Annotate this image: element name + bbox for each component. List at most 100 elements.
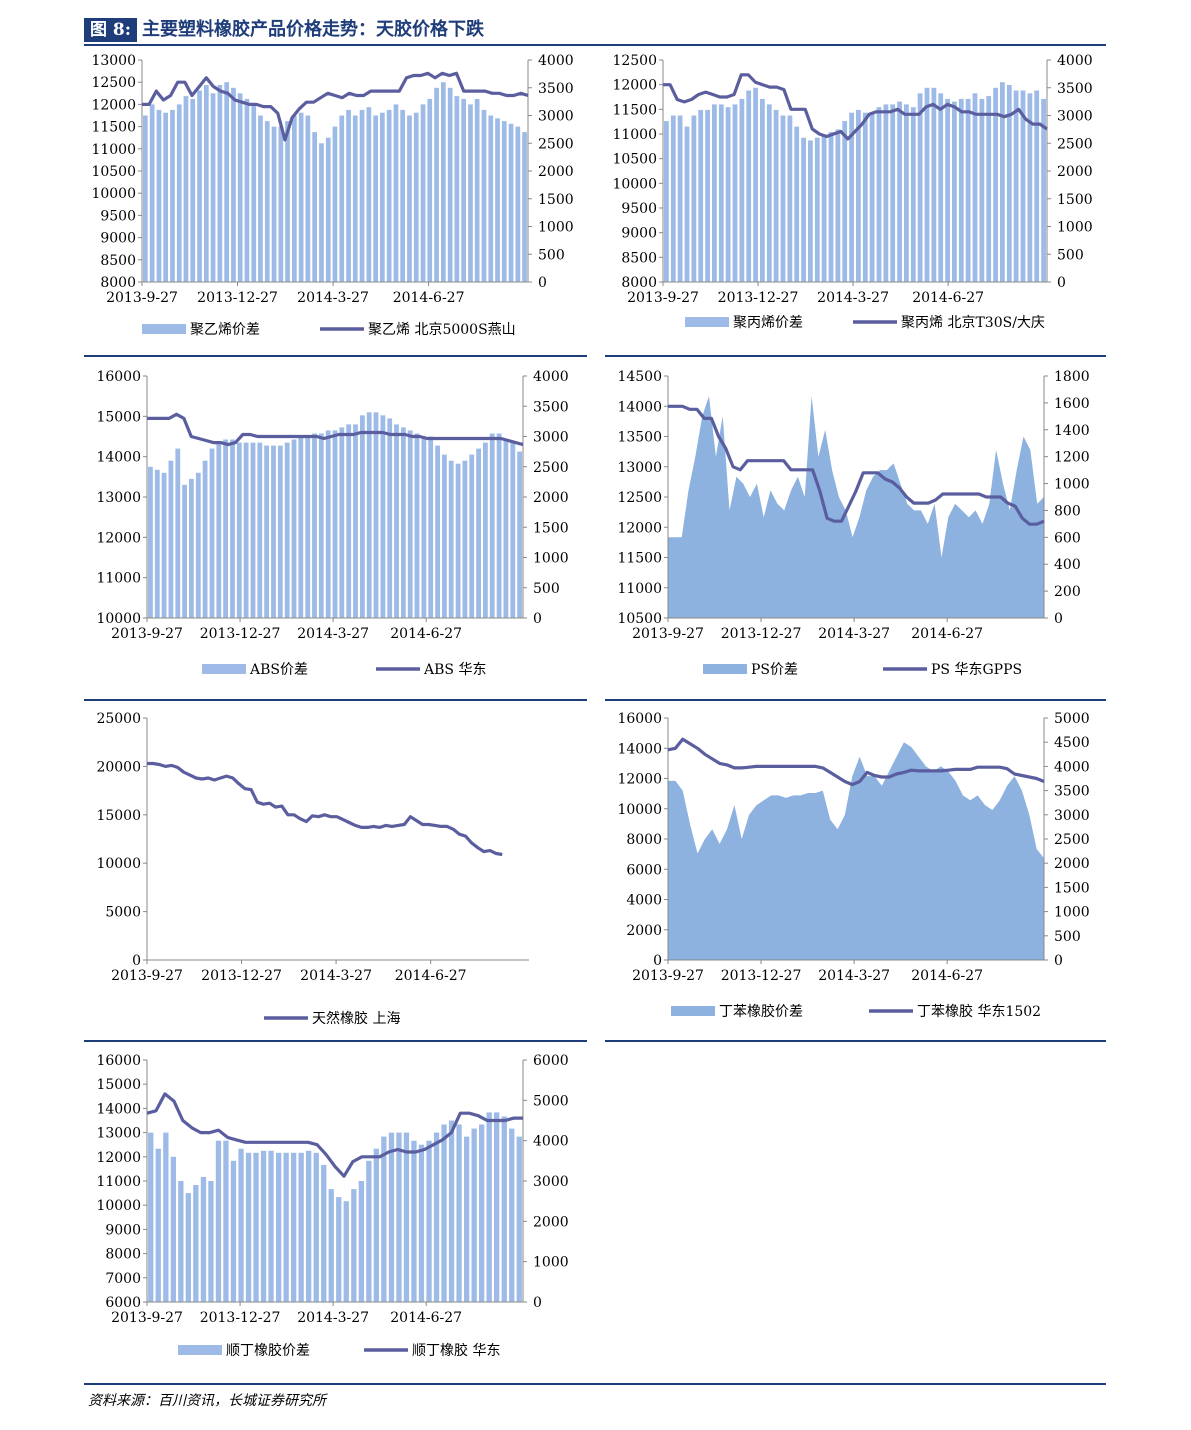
spread-bar <box>712 104 717 283</box>
spread-bar <box>185 1193 191 1302</box>
spread-bar <box>516 1136 522 1302</box>
spread-bar <box>230 439 235 618</box>
spread-bar <box>155 1148 161 1302</box>
spread-bar <box>1020 90 1026 282</box>
spread-bar <box>346 109 351 283</box>
legend-label-price: PS 华东GPPS <box>931 662 1022 678</box>
y-tick-label-right: 3500 <box>538 81 574 97</box>
spread-bar <box>352 115 358 282</box>
spread-bar <box>251 104 257 283</box>
spread-bar <box>224 82 229 282</box>
y-tick-label-right: 6000 <box>533 1053 569 1069</box>
chart-polypropylene: 8000850090009500100001050011000115001200… <box>612 53 1093 331</box>
spread-bar <box>766 104 772 283</box>
spread-bar <box>154 469 160 618</box>
spread-bar <box>924 87 930 283</box>
spread-bar <box>238 1148 244 1302</box>
spread-bar <box>328 1189 334 1302</box>
y-tick-label-left: 4000 <box>626 893 662 909</box>
spread-bar <box>732 104 738 283</box>
spread-bar <box>215 1140 222 1302</box>
spread-bar <box>517 451 522 618</box>
spread-bar <box>1006 85 1012 282</box>
spread-bar <box>168 460 174 618</box>
spread-bar <box>393 104 399 283</box>
chart-ps: 1050011000115001200012500130001350014000… <box>617 369 1090 678</box>
spread-bar <box>842 121 848 282</box>
figure-label: 图 8: <box>84 18 138 42</box>
y-tick-label-right: 500 <box>538 247 565 263</box>
y-tick-label-left: 8000 <box>626 832 662 848</box>
y-tick-label-left: 15000 <box>96 1077 141 1093</box>
y-tick-label-left: 11500 <box>612 102 657 118</box>
figure-header: 图 8: 主要塑料橡胶产品价格走势：天胶价格下跌 <box>84 16 1106 46</box>
y-tick-label-right: 1000 <box>538 220 574 236</box>
spread-bar <box>189 478 194 618</box>
y-tick-label-right: 1000 <box>1054 905 1090 921</box>
x-tick-label: 2013-9-27 <box>627 290 699 306</box>
y-tick-label-right: 500 <box>533 581 560 597</box>
legend-label-price: 聚丙烯 北京T30S/大庆 <box>901 315 1045 331</box>
y-tick-label-right: 3000 <box>1054 808 1090 824</box>
spread-bar <box>856 109 861 283</box>
y-tick-label-left: 20000 <box>96 759 141 775</box>
spread-bar <box>277 445 283 618</box>
spread-bar <box>897 101 902 282</box>
spread-bar <box>469 454 475 618</box>
y-tick-label-right: 2000 <box>538 164 574 180</box>
spread-bar <box>298 112 304 282</box>
y-tick-label-right: 1000 <box>1057 220 1093 236</box>
y-tick-label-left: 13500 <box>617 430 662 446</box>
y-tick-label-right: 2500 <box>1057 136 1093 152</box>
legend-label-price: 聚乙烯 北京5000S燕山 <box>368 322 516 338</box>
spread-bar <box>501 121 507 282</box>
chart-polyethylene: 8000850090009500100001050011000115001200… <box>91 53 574 338</box>
spread-bar <box>325 430 331 618</box>
spread-bar <box>509 1128 515 1302</box>
spread-bar <box>161 472 167 618</box>
x-tick-label: 2014-3-27 <box>297 1310 369 1326</box>
y-tick-label-left: 12000 <box>96 530 141 546</box>
y-tick-label-left: 10000 <box>612 176 657 192</box>
spread-bar <box>739 98 745 283</box>
panel-divider <box>605 1040 1106 1042</box>
chart-butadiene-rubber: 6000700080009000100001100012000130001400… <box>96 1053 569 1359</box>
y-tick-label-right: 1200 <box>1054 450 1090 466</box>
spread-bar <box>510 442 516 618</box>
spread-bar <box>332 126 338 282</box>
legend-label-spread: 顺丁橡胶价差 <box>226 1342 310 1359</box>
spread-bar <box>190 98 196 283</box>
spread-bar <box>407 115 412 282</box>
spread-bar <box>986 96 992 282</box>
spread-bar <box>387 418 393 618</box>
spread-bar <box>474 98 480 283</box>
legend-label-price: 顺丁橡胶 华东 <box>412 1342 500 1359</box>
spread-bar <box>760 98 765 283</box>
spread-bar <box>972 93 978 282</box>
y-tick-label-left: 12500 <box>612 53 657 69</box>
y-tick-label-left: 13000 <box>96 1126 141 1142</box>
spread-bar <box>245 1152 252 1302</box>
x-tick-label: 2014-3-27 <box>297 626 369 642</box>
spread-bar <box>441 1124 447 1302</box>
x-tick-label: 2014-6-27 <box>393 290 465 306</box>
spread-bar <box>237 93 243 282</box>
spread-bar <box>515 126 521 282</box>
y-tick-label-left: 6000 <box>626 862 662 878</box>
y-tick-label-left: 11500 <box>617 551 662 567</box>
spread-bar <box>366 412 372 618</box>
spread-bar <box>486 1112 492 1302</box>
spread-bar <box>208 1181 214 1302</box>
y-tick-label-left: 11000 <box>91 142 136 158</box>
spread-bar <box>454 96 460 282</box>
y-tick-label-right: 4000 <box>1054 759 1090 775</box>
y-tick-label-right: 0 <box>538 275 547 291</box>
spread-bar <box>468 104 473 283</box>
spread-bar <box>271 445 276 618</box>
spread-bar <box>414 433 420 618</box>
spread-area <box>668 396 1044 618</box>
spread-bar <box>305 436 311 618</box>
y-tick-label-right: 4000 <box>533 1134 569 1150</box>
spread-bar <box>808 140 813 282</box>
x-tick-label: 2014-6-27 <box>911 968 983 984</box>
